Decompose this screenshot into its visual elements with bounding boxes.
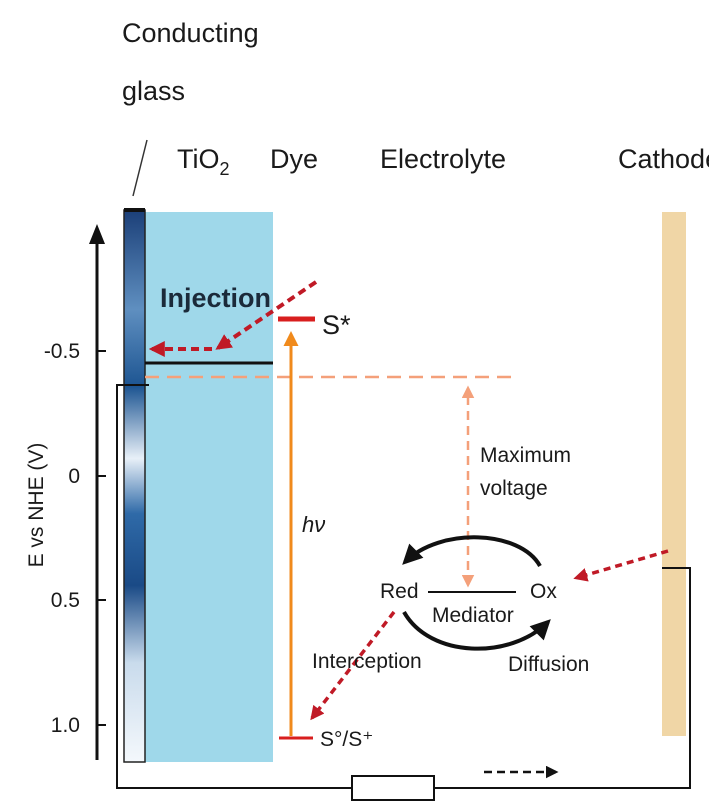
label-cathode: Cathode: [618, 144, 709, 174]
label-max-voltage-1: Maximum: [480, 444, 571, 467]
label-s-star: S*: [322, 310, 351, 340]
label-mediator: Mediator: [432, 604, 514, 627]
label-interception: Interception: [312, 650, 422, 673]
tick-label: -0.5: [44, 340, 80, 363]
external-circuit-right: [434, 567, 691, 789]
label-diffusion: Diffusion: [508, 653, 589, 676]
conducting-glass: [123, 209, 146, 763]
cathode-bar: [662, 212, 686, 736]
label-red: Red: [380, 580, 419, 603]
external-circuit: [116, 384, 352, 789]
axis-title: E vs NHE (V): [25, 443, 48, 568]
label-hv: hν: [302, 512, 325, 537]
label-conducting-glass-2: glass: [122, 76, 185, 106]
label-tio2: TiO2: [177, 144, 230, 179]
redox-cycle-bottom-arrow: [402, 610, 551, 651]
label-injection: Injection: [160, 283, 271, 313]
injection-arrow: [215, 280, 318, 350]
glass-pointer-line: [132, 139, 148, 197]
tick-label: 0: [68, 465, 80, 488]
label-conducting-glass-1: Conducting: [122, 18, 259, 48]
interception-arrow: [310, 610, 396, 721]
tick-label: 0.5: [51, 589, 80, 612]
load-resistor: [351, 775, 435, 801]
axis-arrowhead: [89, 224, 105, 244]
cathode-reduction-arrow: [573, 549, 669, 582]
tio2-region: [144, 212, 273, 762]
tick-label: 1.0: [51, 714, 80, 737]
redox-cycle-top-arrow: [402, 535, 542, 568]
label-electrolyte: Electrolyte: [380, 144, 506, 174]
label-dye: Dye: [270, 144, 318, 174]
label-max-voltage-2: voltage: [480, 477, 548, 500]
label-s-ground: S°/S⁺: [320, 728, 373, 751]
label-ox: Ox: [530, 580, 557, 603]
